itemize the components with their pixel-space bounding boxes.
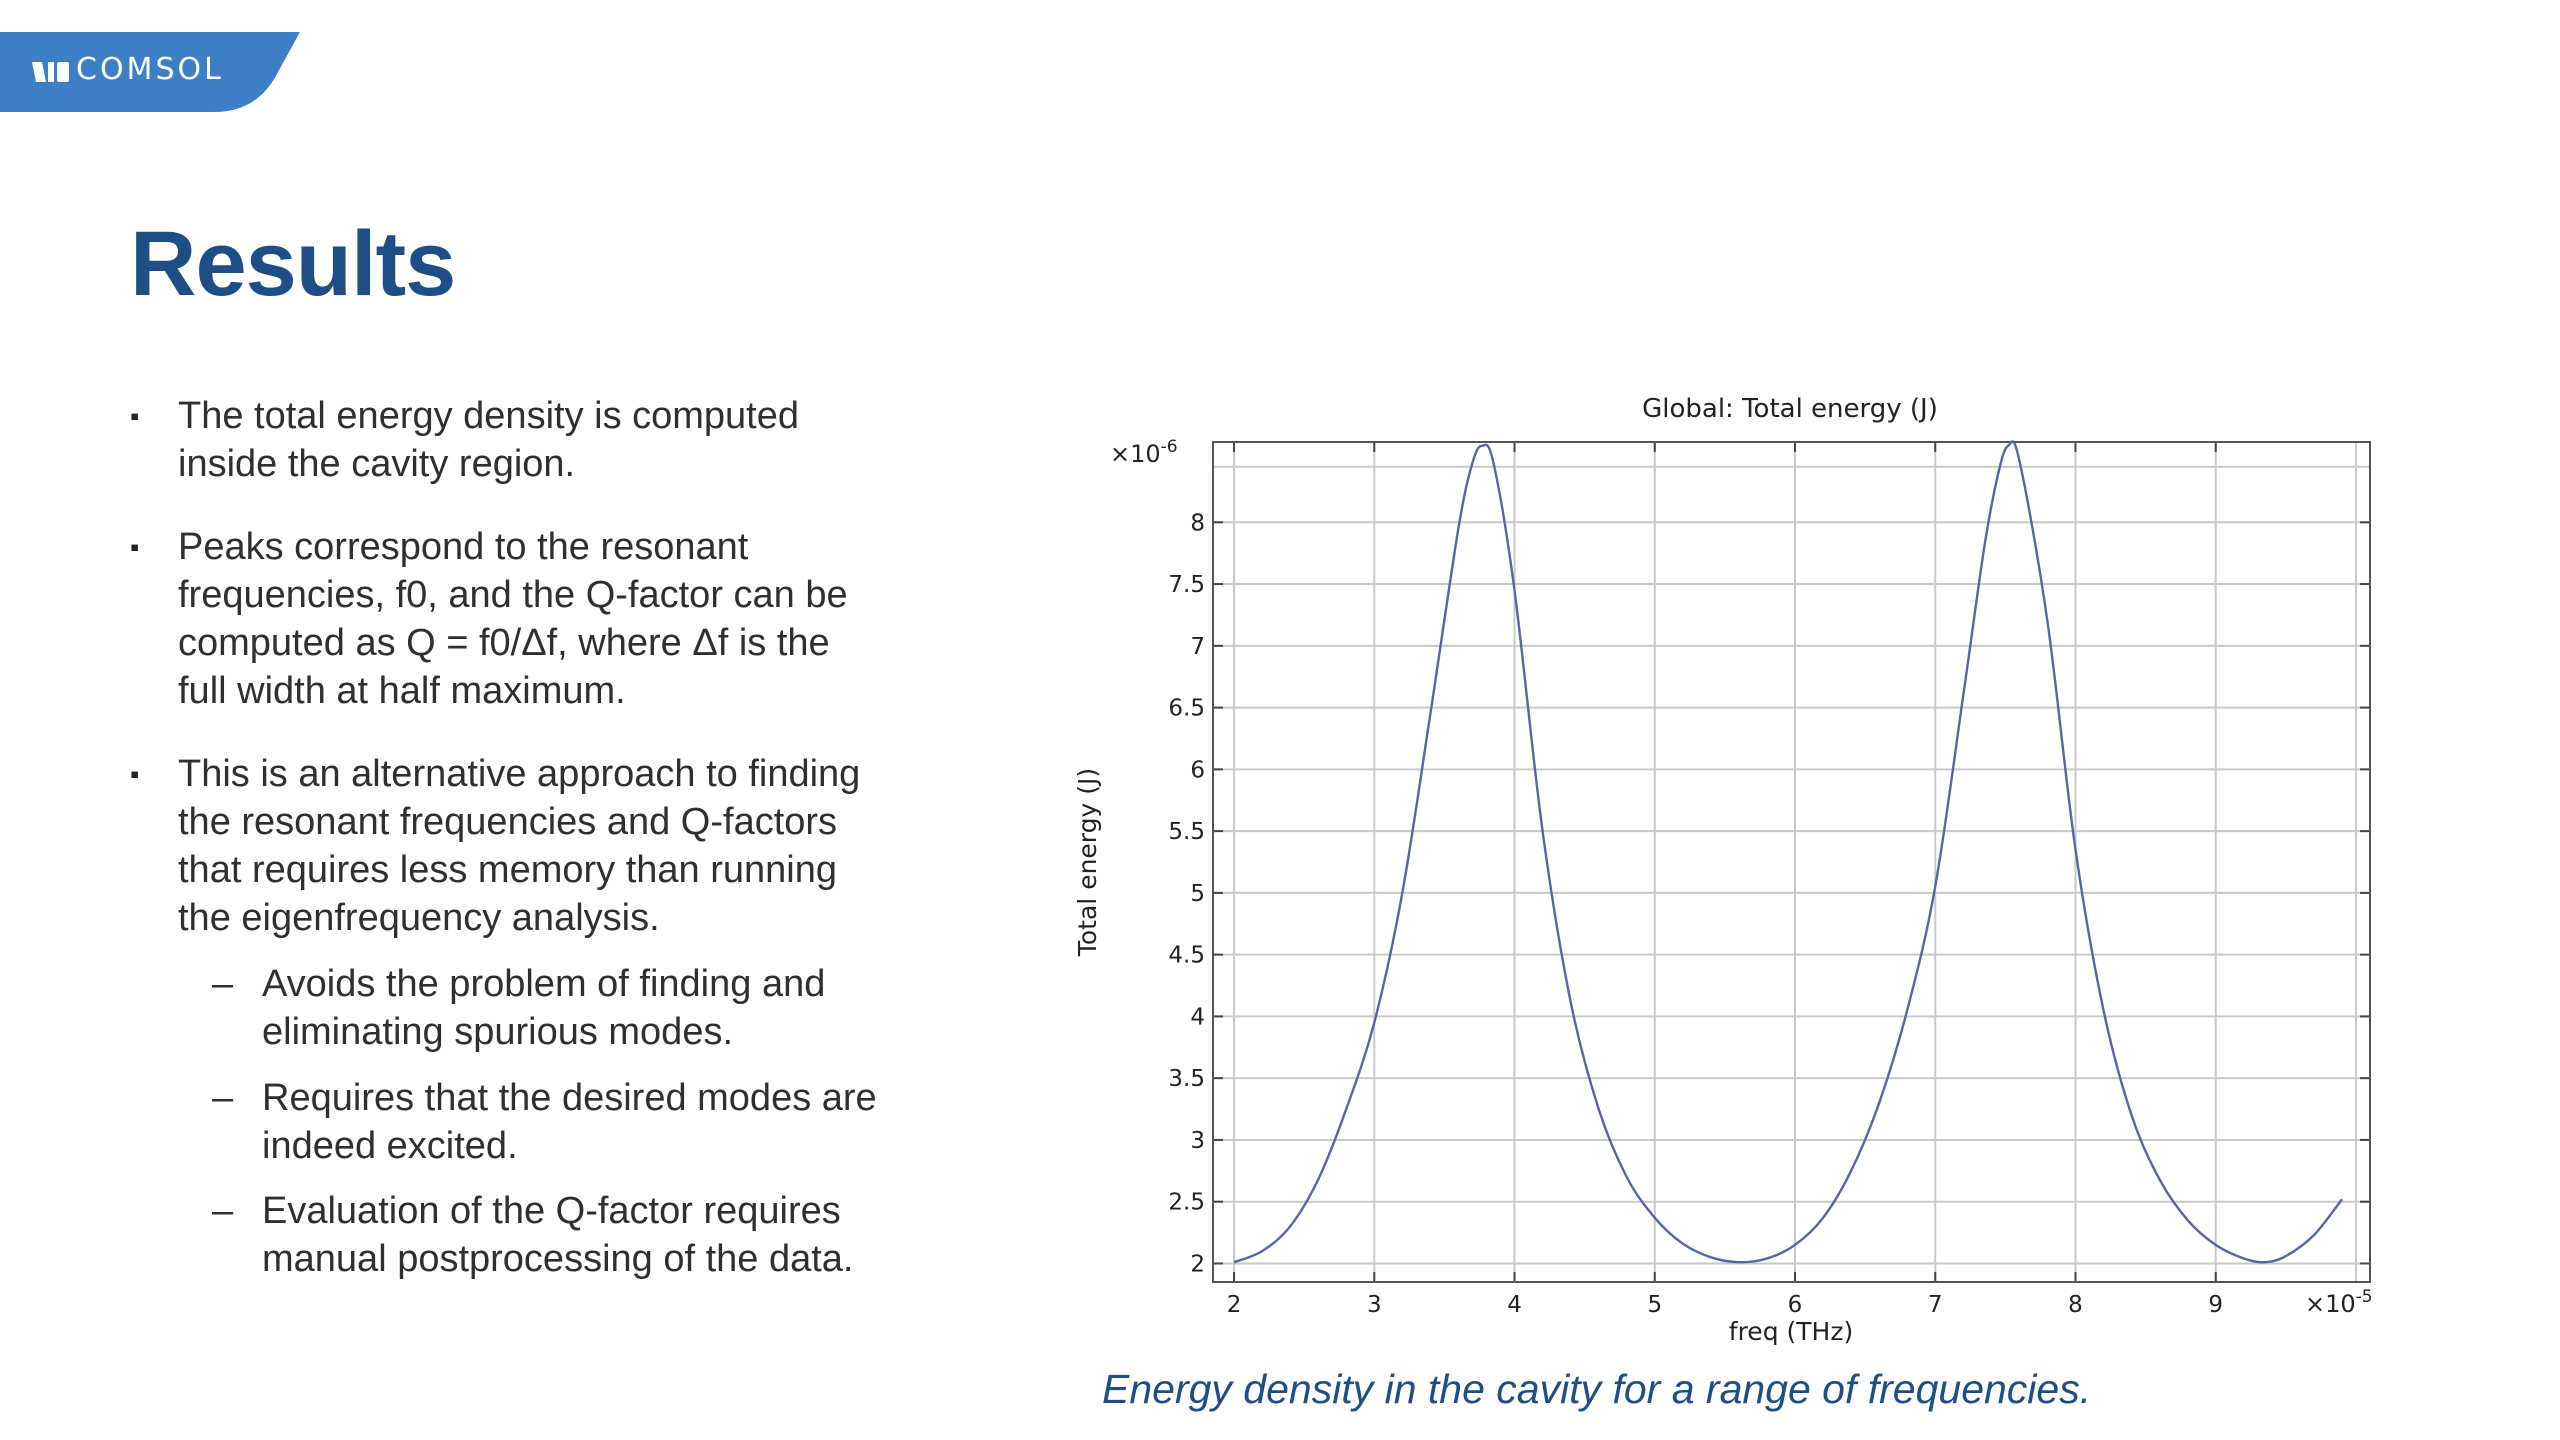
subbullet-line: Evaluation of the Q-factor requires — [262, 1190, 841, 1232]
y-multiplier-exp: -6 — [1161, 437, 1178, 457]
y-multiplier-base: ×10 — [1110, 440, 1161, 468]
y-tick-label: 2.5 — [1168, 1190, 1205, 1216]
subbullet-line: Avoids the problem of finding and — [262, 963, 826, 1005]
y-tick-label: 2 — [1190, 1251, 1205, 1277]
bullet-line: inside the cavity region. — [178, 443, 576, 485]
y-axis-label: Total energy (J) — [1073, 768, 1102, 957]
bullet-text: Peaks correspond to the resonant frequen… — [178, 523, 938, 715]
x-axis-multiplier: ×10-5 — [2305, 1287, 2373, 1318]
bullet-alternative-approach: ▪ This is an alternative approach to fin… — [130, 750, 910, 942]
subbullet-q-postprocessing: – Evaluation of the Q-factor requires ma… — [212, 1187, 932, 1283]
bullet-marker: ▪ — [130, 401, 140, 431]
y-tick-label: 7 — [1190, 634, 1205, 660]
y-tick-label: 4 — [1190, 1004, 1205, 1030]
x-tick-label: 8 — [2068, 1292, 2083, 1318]
subbullet-text: Evaluation of the Q-factor requires manu… — [262, 1187, 962, 1283]
chart-title: Global: Total energy (J) — [1642, 394, 1938, 424]
subbullet-spurious-modes: – Avoids the problem of finding and elim… — [212, 960, 932, 1056]
x-axis-label: freq (THz) — [1729, 1317, 1853, 1346]
x-tick-label: 7 — [1928, 1292, 1943, 1318]
x-multiplier-base: ×10 — [2305, 1290, 2356, 1318]
plot-frame — [1212, 441, 2371, 1283]
bullet-marker: ▪ — [130, 532, 140, 562]
bullet-text: This is an alternative approach to findi… — [178, 750, 938, 942]
subbullet-line: manual postprocessing of the data. — [262, 1238, 854, 1280]
bullet-marker: ▪ — [130, 759, 140, 789]
x-tick-label: 9 — [2208, 1292, 2223, 1318]
bullet-line: computed as Q = f0/Δf, where Δf is the — [178, 622, 830, 664]
y-tick-label: 3.5 — [1168, 1066, 1205, 1092]
x-tick-labels: 2 3 4 5 6 7 8 9 — [1227, 1292, 2223, 1318]
y-axis-multiplier: ×10-6 — [1110, 437, 1178, 468]
subbullet-marker: – — [212, 1190, 234, 1232]
series-line-total-energy — [1233, 440, 2343, 1264]
y-tick-label: 7.5 — [1168, 572, 1205, 598]
bullet-line: Peaks correspond to the resonant — [178, 526, 749, 568]
x-tick-label: 2 — [1227, 1292, 1242, 1318]
subbullet-modes-excited: – Requires that the desired modes are in… — [212, 1074, 932, 1170]
subbullet-marker: – — [212, 1077, 234, 1119]
bullet-resonant-peaks: ▪ Peaks correspond to the resonant frequ… — [130, 523, 910, 715]
bullet-line: The total energy density is computed — [178, 395, 800, 437]
bullet-line: full width at half maximum. — [178, 670, 626, 712]
x-tick-label: 3 — [1367, 1292, 1382, 1318]
subbullet-line: indeed excited. — [262, 1125, 518, 1167]
y-tick-label: 6.5 — [1168, 696, 1205, 722]
y-tick-label: 8 — [1190, 510, 1205, 536]
brand-name: COMSOL — [76, 52, 224, 87]
page-title: Results — [130, 213, 456, 315]
bullet-computed-energy: ▪ The total energy density is computed i… — [130, 392, 910, 488]
x-tick-label: 4 — [1507, 1292, 1522, 1318]
bullet-line: frequencies, f0, and the Q-factor can be — [178, 574, 848, 616]
comsol-logo-tab — [0, 32, 300, 112]
subbullet-text: Requires that the desired modes are inde… — [262, 1074, 962, 1170]
subbullet-line: eliminating spurious modes. — [262, 1011, 734, 1053]
subbullet-marker: – — [212, 963, 234, 1005]
y-tick-labels: 2 2.5 3 3.5 4 4.5 5 5.5 6 6.5 7 7.5 8 — [1168, 510, 1205, 1277]
bullet-line: the resonant frequencies and Q-factors — [178, 801, 838, 843]
figure-caption: Energy density in the cavity for a range… — [1102, 1366, 2092, 1412]
subbullet-line: Requires that the desired modes are — [262, 1077, 877, 1119]
y-tick-label: 6 — [1190, 757, 1205, 783]
comsol-logo-icon — [32, 62, 69, 82]
x-tick-label: 6 — [1788, 1292, 1803, 1318]
bullet-line: This is an alternative approach to findi… — [178, 753, 861, 795]
y-tick-label: 4.5 — [1168, 943, 1205, 969]
y-tick-label: 5 — [1190, 881, 1205, 907]
energy-chart: Global: Total energy (J) 2 2.5 3 3.5 4 4.5 5 5.… — [1073, 394, 2373, 1346]
chart-grid — [1213, 442, 2370, 1282]
y-tick-label: 3 — [1190, 1128, 1205, 1154]
subbullet-text: Avoids the problem of finding and elimin… — [262, 960, 962, 1056]
y-tick-label: 5.5 — [1168, 819, 1205, 845]
x-tick-label: 5 — [1647, 1292, 1662, 1318]
bullet-line: that requires less memory than running — [178, 849, 837, 891]
bullet-line: the eigenfrequency analysis. — [178, 897, 660, 939]
bullet-text: The total energy density is computed ins… — [178, 392, 938, 488]
x-multiplier-exp: -5 — [2356, 1287, 2373, 1307]
